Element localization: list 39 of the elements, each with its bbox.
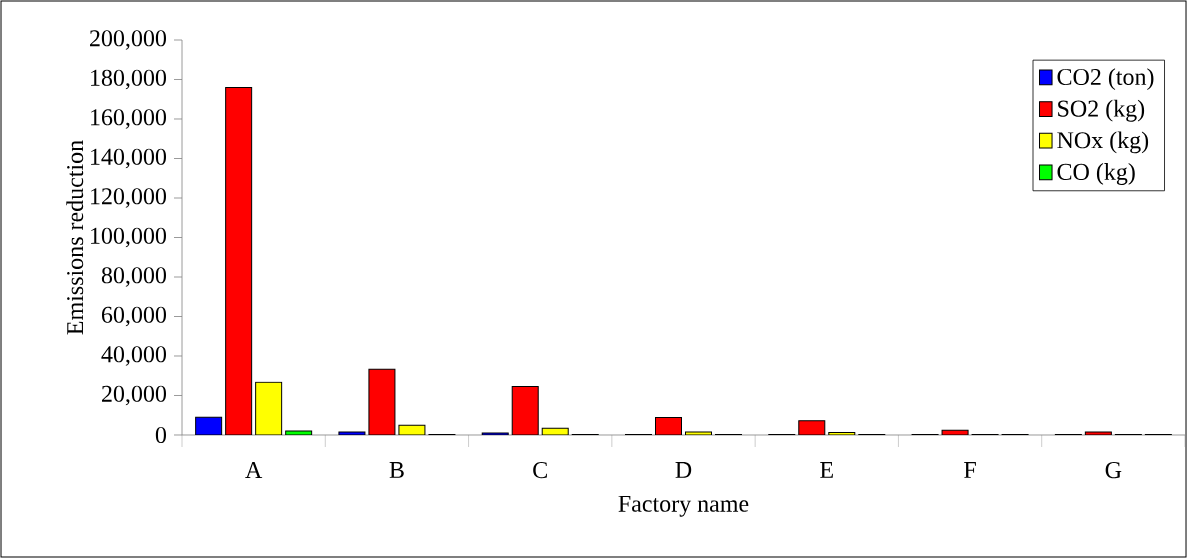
bar [655, 417, 682, 435]
bar [941, 429, 969, 435]
bar [285, 430, 313, 435]
legend-label: NOx (kg) [1057, 131, 1149, 154]
y-tick-label: 160,000 [91, 109, 167, 129]
x-tick-label: D [675, 462, 692, 478]
x-tick-label: G [1105, 462, 1122, 479]
bar [368, 368, 396, 435]
bar [685, 431, 712, 435]
bar [338, 431, 366, 435]
bar [511, 386, 539, 435]
y-axis-title: Emissions reduction [66, 140, 84, 335]
legend-label: CO2 (ton) [1057, 68, 1154, 90]
x-tick-label: E [820, 462, 833, 478]
y-tick-label: 0 [155, 426, 167, 444]
bar [798, 420, 826, 435]
bar [195, 416, 223, 435]
legend-label: SO2 (kg) [1058, 99, 1145, 122]
bar [828, 431, 856, 435]
bar [225, 86, 253, 435]
bar [1084, 431, 1112, 435]
y-tick-label: 200,000 [90, 30, 167, 50]
legend-label: CO (kg) [1057, 163, 1135, 185]
y-tick-label: 120,000 [91, 188, 167, 208]
x-tick-label: C [533, 462, 547, 479]
y-tick-label: 140,000 [91, 148, 167, 169]
y-tick-label: 20,000 [102, 385, 167, 406]
y-tick-label: 100,000 [91, 227, 167, 248]
x-tick-label: F [964, 462, 976, 478]
x-tick-label: A [245, 462, 263, 478]
x-axis-title: Factory name [618, 495, 749, 517]
x-tick-label: B [389, 462, 404, 478]
bar [541, 427, 569, 435]
y-tick-label: 60,000 [101, 306, 167, 327]
y-tick-label: 80,000 [101, 267, 167, 287]
y-tick-label: 180,000 [91, 69, 167, 90]
bar [398, 424, 426, 435]
bar [255, 381, 283, 435]
y-tick-label: 40,000 [101, 346, 167, 366]
